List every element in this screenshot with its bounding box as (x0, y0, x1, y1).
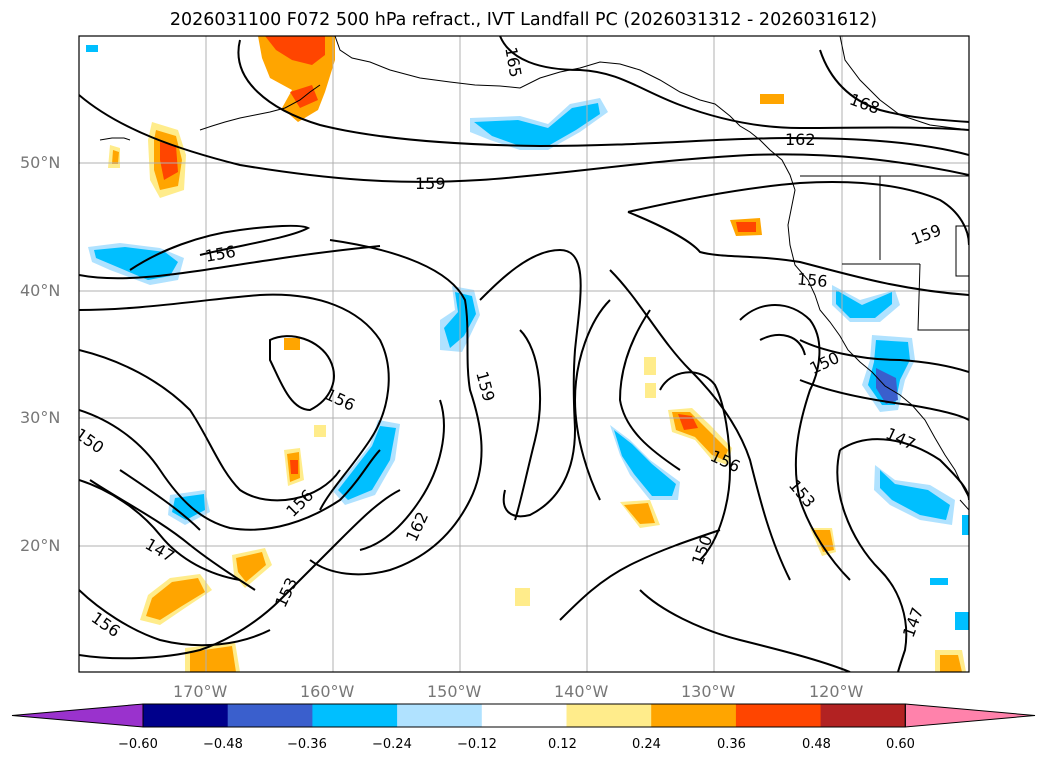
lat-label: 40°N (20, 281, 61, 300)
lon-label: 160°W (300, 682, 355, 701)
colorbar-tick-label: 0.48 (802, 737, 831, 752)
lat-label: 50°N (20, 153, 61, 172)
colorbar-tick-label: −0.48 (203, 737, 243, 752)
colorbar-tick-label: −0.24 (372, 737, 412, 752)
colorbar-tick-label: 0.24 (632, 737, 661, 752)
lon-label: 130°W (681, 682, 736, 701)
colorbar-tick-label: −0.60 (118, 737, 158, 752)
lon-label: 120°W (809, 682, 864, 701)
colorbar-tick-label: 0.60 (886, 737, 915, 752)
contour-label: 156 (796, 269, 828, 291)
refractivity-contours (79, 36, 969, 672)
map-title: 2026031100 F072 500 hPa refract., IVT La… (169, 10, 878, 30)
colorbar-tick-label: 0.36 (717, 737, 746, 752)
lat-label: 20°N (20, 536, 61, 555)
contour-label: 159 (415, 174, 446, 193)
colorbar-tick-label: −0.12 (457, 737, 497, 752)
ivt-shading (86, 36, 969, 672)
lon-label: 140°W (554, 682, 609, 701)
lat-label: 30°N (20, 408, 61, 427)
contour-label: 162 (785, 130, 816, 149)
coastlines (99, 36, 969, 511)
lon-label: 150°W (427, 682, 482, 701)
map-frame (78, 35, 970, 673)
colorbar-tick-label: 0.12 (548, 737, 577, 752)
lon-label: 170°W (173, 682, 228, 701)
colorbar-tick-label: −0.36 (287, 737, 327, 752)
